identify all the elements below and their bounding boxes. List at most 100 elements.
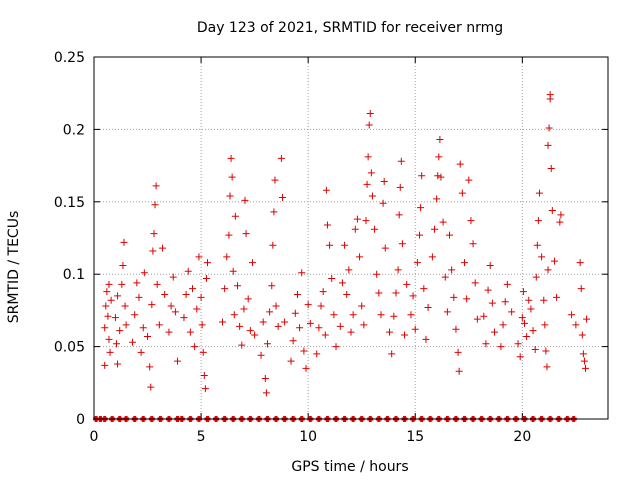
data-point	[386, 328, 394, 336]
data-point	[332, 343, 340, 351]
data-point	[195, 253, 203, 261]
data-point	[189, 285, 197, 293]
data-point	[578, 331, 586, 339]
data-point	[149, 247, 157, 255]
data-point	[365, 121, 373, 129]
data-point	[259, 318, 267, 326]
data-point	[236, 322, 244, 330]
data-point	[315, 324, 323, 332]
data-point	[281, 318, 289, 326]
data-point	[101, 361, 109, 369]
data-point	[364, 153, 372, 161]
data-point	[167, 302, 175, 310]
data-point	[152, 182, 160, 190]
data-point	[540, 296, 548, 304]
data-point	[317, 302, 325, 310]
x-tick-label: 5	[197, 429, 206, 445]
data-point	[304, 301, 312, 309]
data-point	[523, 332, 531, 340]
data-point	[193, 305, 201, 313]
data-point	[518, 314, 526, 322]
data-point	[413, 259, 421, 267]
y-tick-label: 0	[76, 412, 85, 428]
data-point	[377, 311, 385, 319]
data-point	[227, 154, 235, 162]
data-point	[411, 325, 419, 333]
data-point	[343, 290, 351, 298]
data-point	[271, 176, 279, 184]
data-point	[306, 319, 314, 327]
x-tick-label: 0	[90, 429, 99, 445]
data-point	[219, 318, 226, 326]
data-point	[368, 192, 376, 200]
data-point	[221, 285, 229, 293]
x-axis-label: GPS time / hours	[291, 459, 408, 475]
data-point	[553, 293, 561, 301]
data-point	[201, 385, 209, 393]
data-point	[450, 293, 458, 301]
data-point	[146, 363, 154, 371]
data-point	[121, 302, 129, 310]
data-point	[394, 266, 402, 274]
data-point	[323, 221, 331, 229]
data-point	[112, 340, 120, 348]
data-point	[544, 141, 552, 149]
data-point	[454, 348, 462, 356]
data-point	[277, 154, 285, 162]
data-point	[184, 267, 192, 275]
data-point	[441, 273, 449, 281]
data-point	[319, 288, 327, 296]
data-point	[417, 204, 425, 212]
data-point	[321, 331, 329, 339]
data-point	[150, 230, 158, 238]
data-point	[118, 280, 126, 288]
data-point	[356, 253, 364, 261]
data-point	[351, 225, 359, 233]
data-point	[137, 348, 145, 356]
data-point	[480, 312, 488, 320]
data-point	[416, 231, 424, 239]
data-point	[263, 340, 271, 348]
data-point	[395, 211, 403, 219]
data-point	[550, 257, 558, 265]
data-point	[544, 266, 552, 274]
data-point	[169, 273, 177, 281]
data-point	[497, 343, 505, 351]
data-point	[289, 337, 297, 345]
data-point	[347, 328, 355, 336]
data-point	[424, 304, 432, 312]
data-point	[111, 314, 119, 322]
data-point	[490, 328, 498, 336]
data-point	[197, 293, 205, 301]
data-point	[262, 389, 270, 397]
data-point	[409, 292, 417, 300]
data-point	[105, 335, 113, 343]
data-point	[296, 324, 304, 332]
data-point	[116, 327, 124, 335]
data-point	[228, 173, 236, 181]
data-point	[257, 351, 265, 359]
data-point	[572, 321, 580, 329]
data-point	[287, 357, 295, 365]
data-point	[278, 193, 286, 201]
ticks: 0 0.05 0.1 0.15 0.2 0.25 0 5 10 15 20	[54, 50, 608, 445]
data-point	[366, 109, 374, 117]
data-point	[436, 136, 444, 144]
data-point	[456, 160, 464, 168]
data-point	[541, 321, 549, 329]
data-point	[580, 357, 588, 365]
data-point	[542, 347, 550, 355]
data-point	[174, 357, 182, 365]
data-point	[231, 212, 239, 220]
data-point	[455, 367, 463, 375]
data-point	[431, 225, 439, 233]
data-point	[375, 289, 383, 297]
data-point	[105, 280, 113, 288]
data-point	[473, 315, 481, 323]
data-point	[458, 189, 466, 197]
data-point	[568, 311, 576, 319]
data-point	[538, 253, 546, 261]
data-point	[469, 240, 477, 248]
data-point	[338, 279, 346, 287]
